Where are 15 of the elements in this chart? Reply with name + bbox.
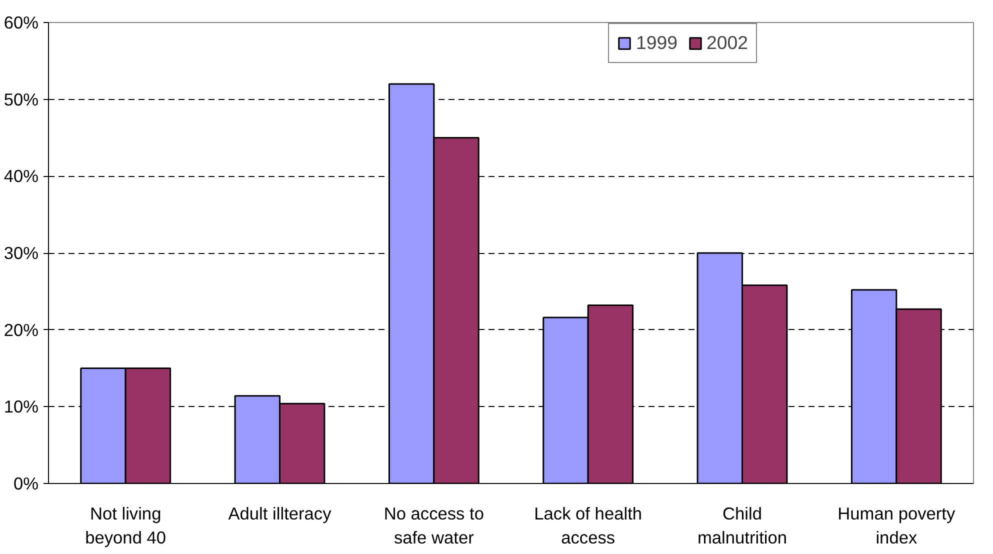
y-tick-label: 0%: [13, 474, 38, 494]
y-tick-label: 20%: [4, 320, 39, 340]
x-tick-label: No access to safe water: [384, 504, 484, 548]
y-tick-label: 40%: [4, 166, 39, 186]
x-tick-label: Human poverty index: [838, 504, 956, 548]
legend-label: 1999: [636, 32, 678, 54]
y-tick-label: 30%: [4, 243, 39, 263]
x-tick-label: Not living beyond 40: [85, 504, 166, 548]
x-tick-label: Lack of health access: [534, 504, 642, 548]
y-tick-label: 60%: [4, 12, 39, 32]
x-tick-label: Child malnutrition: [697, 504, 788, 548]
legend-label: 2002: [706, 32, 748, 54]
y-tick-label: 50%: [4, 89, 39, 110]
y-tick-label: 10%: [4, 396, 39, 417]
x-tick-label: Adult illteracy: [228, 504, 332, 524]
